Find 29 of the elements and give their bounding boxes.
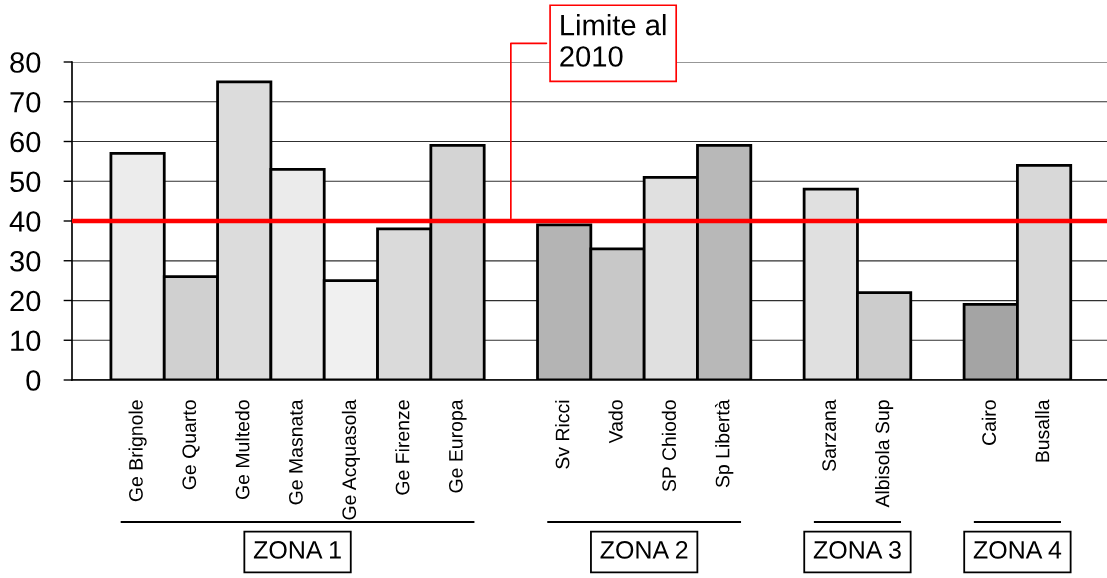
x-tick-label: SP Chiodo (661, 400, 677, 492)
x-tick-label: Cairo (981, 400, 996, 445)
y-tick-label: 10 (11, 330, 41, 352)
text: ZONA 4 (973, 541, 1062, 559)
y-tick-label: 50 (10, 171, 41, 193)
text: ZONA 2 (600, 541, 688, 559)
x-tick-label: Ge Masnata (289, 399, 303, 505)
y-tick-label: 80 (10, 52, 41, 73)
y-tick-label: 0 (26, 370, 41, 391)
x-tick-label: Ge Acquasola (341, 399, 360, 520)
text: ZONA 3 (813, 541, 901, 559)
x-tick-label: Ge Multedo (235, 400, 250, 499)
x-tick-label: Albisola Sup (875, 400, 894, 508)
y-tick-label: 20 (10, 290, 41, 312)
x-tick-label: Ge Brignole (128, 400, 147, 502)
x-tick-label: Sp Libertà (714, 399, 734, 488)
x-tick-label: Sv Ricci (555, 400, 570, 469)
x-tick-label: Busalla (1035, 399, 1050, 462)
x-tick-label: Sarzana (822, 399, 837, 471)
y-tick-label: 30 (10, 250, 41, 272)
ref-line-label: Limite al 2010 (560, 14, 666, 67)
y-tick-label: 70 (10, 91, 41, 113)
x-tick-label: Ge Firenze (395, 400, 410, 495)
y-tick-label: 40 (9, 211, 41, 232)
x-tick-label: Ge Quarto (182, 400, 200, 490)
y-tick-label: 60 (10, 131, 41, 153)
x-tick-label: Ge Europa (448, 399, 467, 493)
x-tick-label: Vado (608, 400, 623, 444)
text: ZONA 1 (253, 541, 341, 559)
